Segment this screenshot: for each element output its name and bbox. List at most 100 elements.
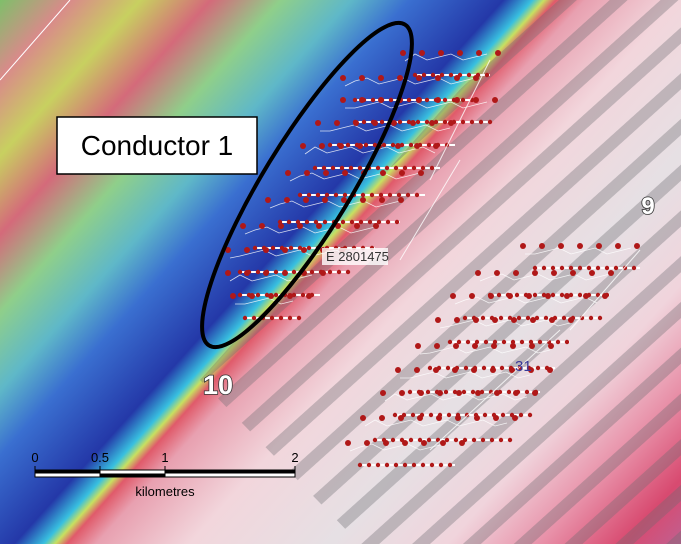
station	[466, 72, 472, 78]
station	[548, 343, 554, 349]
station	[270, 245, 276, 251]
scale-segment	[100, 473, 165, 477]
station	[527, 412, 533, 418]
station	[378, 192, 384, 198]
station	[295, 219, 301, 225]
station	[442, 119, 448, 125]
station	[323, 170, 329, 176]
station	[501, 339, 507, 345]
station	[387, 192, 393, 198]
station	[345, 142, 351, 148]
station	[602, 293, 608, 299]
station	[473, 75, 479, 81]
station	[340, 219, 346, 225]
station	[358, 219, 364, 225]
station	[380, 170, 386, 176]
station	[500, 412, 506, 418]
station	[278, 223, 284, 229]
station	[259, 223, 265, 229]
station	[414, 367, 420, 373]
station	[360, 192, 366, 198]
station	[426, 437, 432, 443]
station	[456, 390, 462, 396]
station	[564, 339, 570, 345]
station	[410, 120, 416, 126]
profile	[344, 77, 476, 87]
station	[352, 97, 358, 103]
station	[378, 75, 384, 81]
station	[225, 270, 231, 276]
station	[416, 75, 422, 81]
station	[384, 165, 390, 171]
station	[507, 315, 513, 321]
station	[463, 365, 469, 371]
station	[341, 197, 347, 203]
station	[460, 119, 466, 125]
station	[412, 72, 418, 78]
station	[419, 50, 425, 56]
station	[443, 389, 449, 395]
line-number: 9	[641, 193, 654, 220]
station	[338, 143, 344, 149]
station	[379, 197, 385, 203]
station	[375, 165, 381, 171]
station	[417, 437, 423, 443]
station	[429, 165, 435, 171]
tie-line	[399, 159, 461, 261]
station	[478, 119, 484, 125]
station	[393, 165, 399, 171]
profile	[320, 124, 451, 132]
station	[471, 437, 477, 443]
station	[319, 143, 325, 149]
station	[559, 265, 565, 271]
station	[492, 97, 498, 103]
station	[482, 412, 488, 418]
station	[380, 390, 386, 396]
station	[339, 165, 345, 171]
station	[450, 293, 456, 299]
station	[473, 97, 479, 103]
station	[487, 119, 493, 125]
station	[550, 292, 556, 298]
station	[406, 97, 412, 103]
station	[367, 219, 373, 225]
station	[507, 437, 513, 443]
station	[424, 119, 430, 125]
profile	[349, 443, 445, 452]
callout-box	[56, 116, 258, 175]
station	[480, 315, 486, 321]
station	[300, 292, 306, 298]
station	[473, 317, 479, 323]
station	[529, 343, 535, 349]
station	[545, 293, 551, 299]
station	[452, 367, 458, 373]
station	[354, 223, 360, 229]
station	[446, 412, 452, 418]
station	[445, 365, 451, 371]
profile	[439, 319, 571, 329]
station	[428, 412, 434, 418]
station	[349, 219, 355, 225]
station	[492, 317, 498, 323]
station	[475, 270, 481, 276]
station	[379, 119, 385, 125]
station	[417, 415, 423, 421]
station	[470, 389, 476, 395]
station	[291, 269, 297, 275]
station	[489, 437, 495, 443]
station	[568, 317, 574, 323]
station	[420, 165, 426, 171]
station	[375, 462, 381, 468]
station	[360, 415, 366, 421]
station	[615, 243, 621, 249]
label-bg	[322, 248, 388, 265]
station	[402, 440, 408, 446]
scale-label: 2	[291, 450, 298, 465]
station	[244, 270, 250, 276]
station	[225, 247, 231, 253]
station	[510, 339, 516, 345]
station	[336, 269, 342, 275]
station	[395, 143, 401, 149]
scale-label: 1	[161, 450, 168, 465]
station	[586, 265, 592, 271]
